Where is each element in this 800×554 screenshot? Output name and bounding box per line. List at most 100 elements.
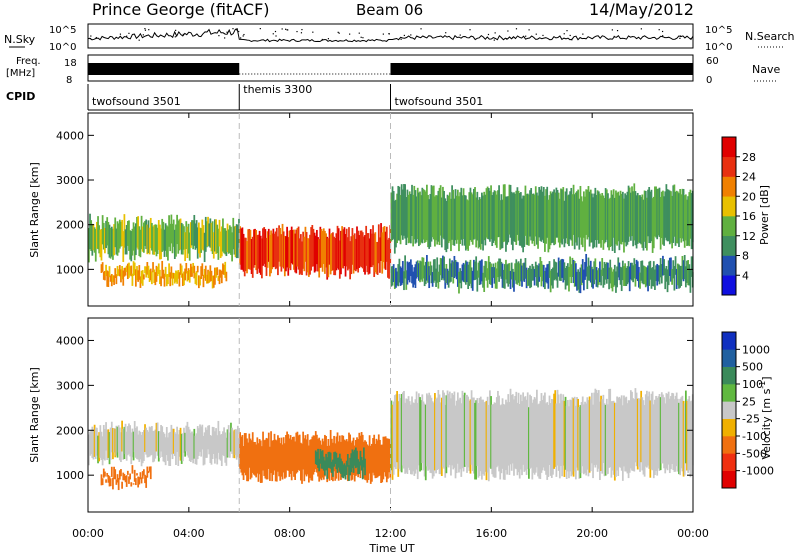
colorbar-swatch [722,255,736,276]
heatmap-cell [418,192,420,247]
heatmap-cell [134,427,137,458]
heatmap-cell [96,427,98,456]
heatmap-cell [140,477,143,484]
heatmap-cell [539,401,542,480]
heatmap-cell [620,193,623,245]
heatmap-cell [110,466,113,477]
freq-tick-high: 18 [64,58,77,69]
heatmap-cell [620,267,623,292]
heatmap-cell [109,427,112,460]
heatmap-cell [253,441,255,475]
nsky-dot [349,33,351,35]
heatmap-cell [195,271,198,286]
heatmap-cell [524,185,527,236]
heatmap-cell [633,183,636,241]
heatmap-cell [544,270,546,290]
heatmap-cell [113,428,115,453]
nsky-dot [240,37,242,39]
heatmap-cell [107,222,110,255]
heatmap-cell [131,273,134,286]
heatmap-cell [680,194,683,243]
heatmap-cell [180,222,183,255]
heatmap-cell [171,428,174,460]
heatmap-cell [109,478,112,487]
power-colorbar-label: Power [dB] [758,185,771,245]
heatmap-cell [133,262,136,275]
heatmap-cell [270,230,272,274]
heatmap-cell [324,434,326,477]
heatmap-cell [314,431,317,470]
heatmap-cell [492,404,495,477]
heatmap-cell [454,189,457,241]
heatmap-cell [519,192,522,246]
freq-tick-low: 8 [66,75,72,86]
heatmap-cell [201,424,204,450]
heatmap-cell [447,195,450,244]
nsearch-tick-high: 10^5 [705,25,732,36]
heatmap-cell [114,428,117,458]
heatmap-cell [185,425,188,452]
heatmap-cell [639,195,641,244]
heatmap-cell [442,390,444,468]
heatmap-cell [406,261,409,285]
heatmap-cell [324,230,326,274]
heatmap-cell [175,270,177,282]
heatmap-cell [444,198,447,251]
heatmap-cell [430,265,433,284]
nsky-dot [661,30,664,33]
heatmap-cell [337,228,340,270]
heatmap-cell [608,267,610,290]
heatmap-cell [657,396,660,469]
heatmap-cell [539,256,542,277]
heatmap-cell [499,405,502,480]
heatmap-cell [648,261,651,286]
heatmap-cell [204,216,207,252]
heatmap-cell [157,431,160,462]
heatmap-cell [665,184,668,241]
heatmap-cell [589,189,592,243]
heatmap-cell [214,219,216,252]
heatmap-cell [674,395,677,472]
heatmap-cell [604,263,607,280]
heatmap-cell [636,261,639,282]
nsky-tick-low: 10^0 [49,42,76,53]
heatmap-cell [439,185,442,236]
heatmap-cell [156,422,159,456]
heatmap-cell [222,431,224,456]
heatmap-cell [367,233,370,275]
heatmap-cell [516,262,519,285]
heatmap-cell [289,435,292,474]
heatmap-cell [476,398,479,467]
heatmap-cell [176,426,178,452]
heatmap-cell [664,191,667,238]
heatmap-cell [328,228,331,265]
heatmap-cell [359,450,362,466]
heatmap-cell [281,223,284,267]
heatmap-cell [565,188,568,239]
heatmap-cell [371,443,373,482]
x-axis: 00:00 04:00 08:00 12:00 16:00 20:00 00:00 [72,113,709,540]
heatmap-cell [242,233,245,272]
heatmap-cell [210,435,213,465]
heatmap-cell [106,270,109,287]
heatmap-cell [145,266,148,278]
heatmap-cell [297,226,300,270]
heatmap-cell [447,270,450,288]
heatmap-cell [348,227,350,269]
heatmap-cell [335,452,338,470]
heatmap-cell [126,470,129,475]
heatmap-cell [222,263,224,275]
heatmap-cell [506,264,508,284]
heatmap-cell [234,429,237,456]
heatmap-cell [146,466,149,478]
heatmap-cell [414,399,417,474]
heatmap-cell [354,447,357,469]
heatmap-cell [409,404,412,475]
heatmap-cell [603,261,606,285]
nsky-dot [679,35,682,37]
heatmap-cell [542,395,545,468]
heatmap-cell [372,225,374,266]
heatmap-cell [341,226,343,268]
heatmap-cell [400,394,403,473]
nsky-panel: N.Sky 10^5 10^0 10^5 10^0 N.Search [4,23,795,53]
